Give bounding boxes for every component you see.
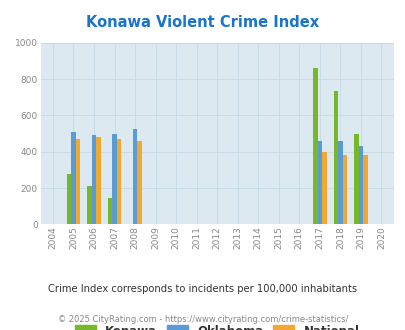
Bar [317, 141, 321, 224]
Bar [137, 141, 141, 224]
Bar [358, 146, 362, 224]
Bar [96, 137, 100, 224]
Text: © 2025 CityRating.com - https://www.cityrating.com/crime-statistics/: © 2025 CityRating.com - https://www.city… [58, 315, 347, 324]
Bar [92, 135, 96, 224]
Text: Crime Index corresponds to incidents per 100,000 inhabitants: Crime Index corresponds to incidents per… [48, 284, 357, 294]
Bar [112, 134, 117, 224]
Bar [342, 155, 346, 224]
Bar [333, 91, 337, 224]
Bar [71, 132, 75, 224]
Bar [312, 68, 317, 224]
Bar [107, 198, 112, 224]
Bar [117, 139, 121, 224]
Bar [362, 155, 367, 224]
Bar [132, 129, 137, 224]
Text: Konawa Violent Crime Index: Konawa Violent Crime Index [86, 15, 319, 30]
Bar [337, 141, 342, 224]
Bar [353, 134, 358, 224]
Bar [66, 174, 71, 224]
Bar [75, 139, 80, 224]
Bar [87, 186, 92, 224]
Legend: Konawa, Oklahoma, National: Konawa, Oklahoma, National [75, 325, 359, 330]
Bar [321, 152, 326, 224]
